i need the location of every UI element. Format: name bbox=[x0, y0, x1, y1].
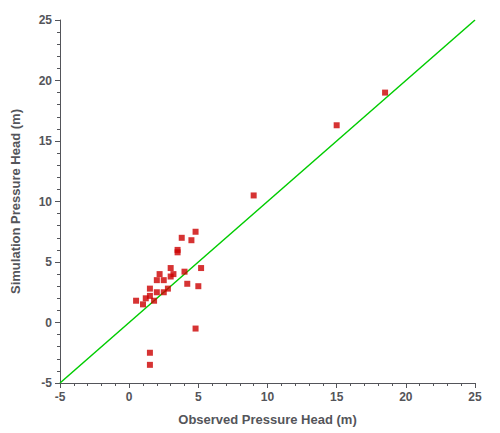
svg-text:15: 15 bbox=[330, 390, 344, 404]
svg-text:25: 25 bbox=[39, 13, 53, 27]
svg-text:Simulation Pressure Head (m): Simulation Pressure Head (m) bbox=[8, 109, 23, 294]
svg-text:Observed Pressure Head (m): Observed Pressure Head (m) bbox=[178, 412, 356, 427]
svg-text:5: 5 bbox=[45, 255, 52, 269]
svg-text:20: 20 bbox=[39, 74, 53, 88]
svg-text:-5: -5 bbox=[41, 376, 52, 390]
svg-text:25: 25 bbox=[468, 390, 482, 404]
svg-text:10: 10 bbox=[39, 195, 53, 209]
svg-text:15: 15 bbox=[39, 134, 53, 148]
svg-text:20: 20 bbox=[399, 390, 413, 404]
svg-text:-5: -5 bbox=[55, 390, 66, 404]
svg-text:0: 0 bbox=[45, 316, 52, 330]
svg-text:5: 5 bbox=[195, 390, 202, 404]
svg-text:0: 0 bbox=[126, 390, 133, 404]
svg-text:10: 10 bbox=[261, 390, 275, 404]
